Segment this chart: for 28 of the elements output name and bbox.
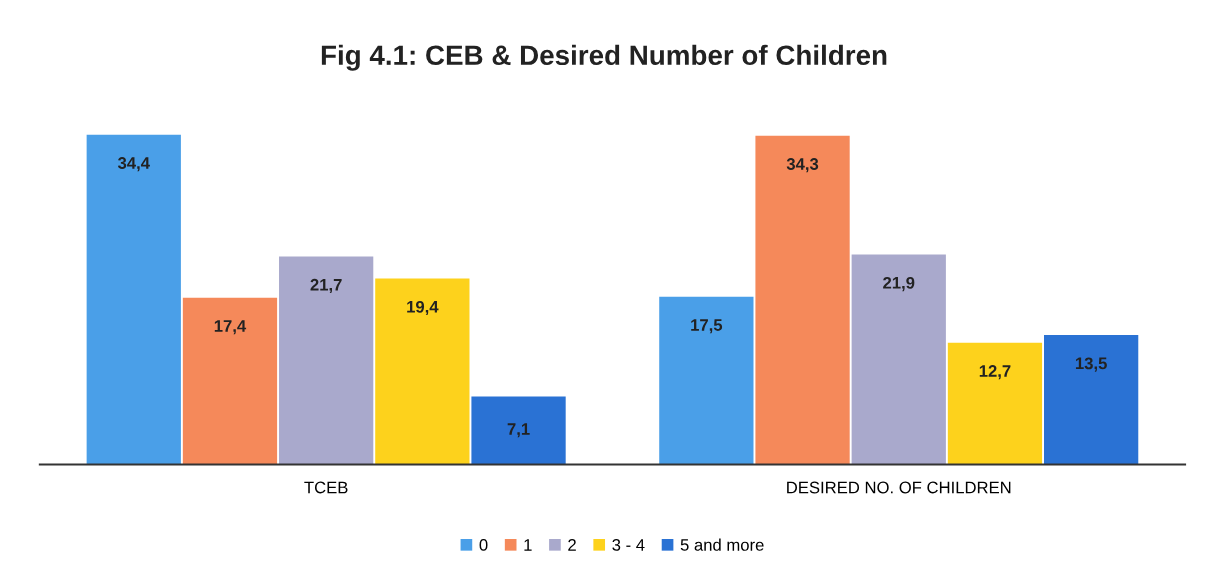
data-label: 21,9 — [883, 276, 915, 292]
legend-label: 0 — [479, 539, 488, 551]
bar — [755, 135, 850, 465]
data-label: 17,4 — [214, 320, 247, 335]
bar — [659, 296, 754, 465]
data-label: 17,5 — [691, 319, 723, 334]
bar — [947, 342, 1043, 465]
data-label: 13,5 — [1075, 357, 1107, 372]
data-label: 21,7 — [310, 278, 342, 294]
bar — [1044, 335, 1139, 465]
bar — [375, 278, 470, 465]
data-label: 34,4 — [117, 157, 150, 172]
data-label: 12,7 — [979, 365, 1011, 380]
data-label: 34,3 — [786, 158, 819, 173]
legend-label: 5 and more — [680, 538, 764, 551]
legend-label: 2 — [568, 539, 576, 551]
x-tick-label: DESIRED NO. OF CHILDREN — [787, 481, 1011, 494]
legend-label: 3 - 4 — [612, 539, 645, 551]
bar — [471, 396, 566, 465]
bar — [851, 254, 946, 465]
bar — [86, 134, 181, 465]
data-label: 19,4 — [407, 300, 439, 316]
legend-label: 1 — [524, 539, 532, 551]
chart-title: Fig 4.1: CEB & Desired Number of Children — [321, 44, 887, 71]
bar — [279, 256, 374, 465]
data-label: 7,1 — [507, 423, 530, 438]
bar — [182, 297, 278, 465]
x-tick-label: TCEB — [304, 481, 348, 494]
